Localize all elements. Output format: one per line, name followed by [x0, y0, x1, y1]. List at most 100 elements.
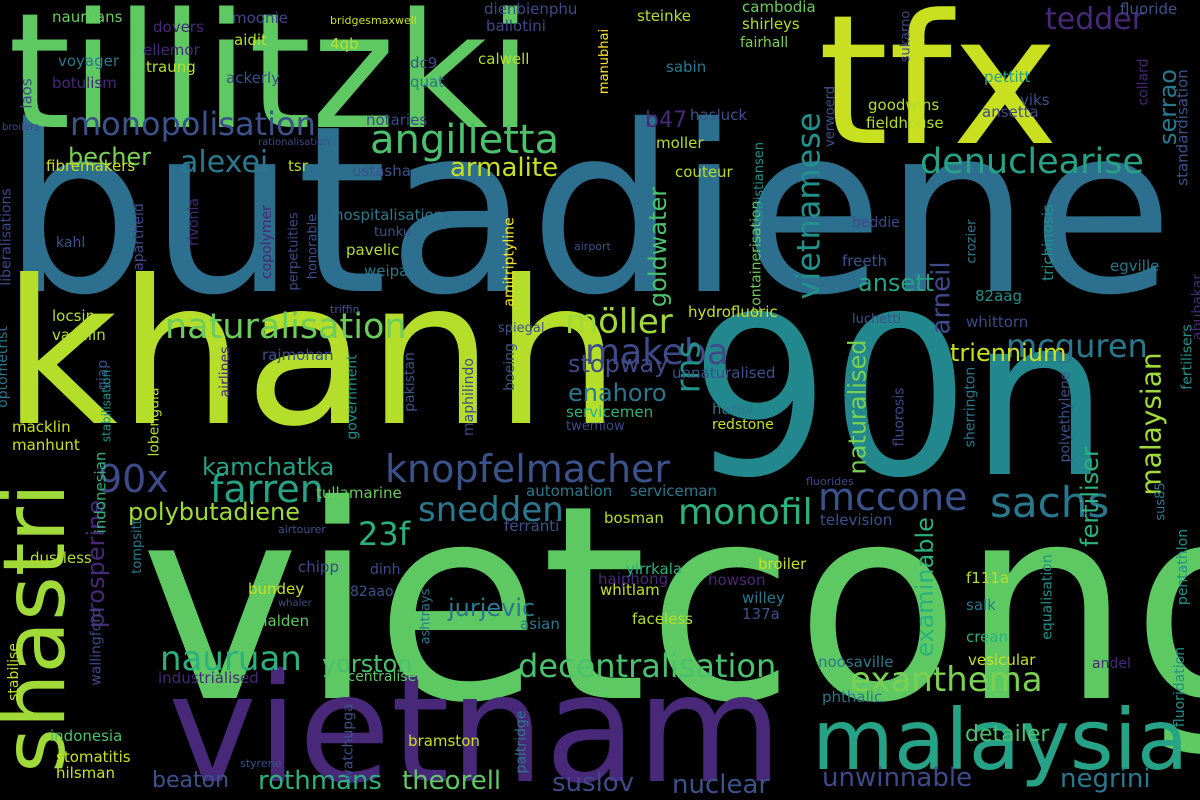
word-rajmohan: rajmohan [262, 346, 334, 364]
word-fluorides: fluorides [806, 475, 854, 488]
word-sabin: sabin [666, 58, 707, 76]
word-unnaturalised: unnaturalised [672, 364, 776, 382]
word-ashtrays: ashtrays [418, 588, 434, 645]
word-becher: becher [68, 143, 152, 171]
word-christiansen: christiansen [752, 141, 768, 222]
word-hilsman: hilsman [56, 764, 115, 782]
word-phthalic: phthalic [822, 688, 883, 706]
word-trichinosis: trichinosis [1038, 204, 1057, 281]
word-tullamarine: tullamarine [316, 484, 402, 502]
word-unwinnable: unwinnable [822, 763, 973, 793]
word-airport: airport [574, 240, 611, 253]
word-fieldhouse: fieldhouse [866, 114, 944, 132]
word-82aao: 82aao [350, 584, 394, 600]
word-arneil: arneil [926, 261, 957, 335]
word-triffin: triffin [330, 303, 360, 316]
word-jurjevic: jurjevic [448, 594, 536, 622]
word-howson: howson [708, 571, 766, 589]
word-bundey: bundey [248, 580, 305, 598]
word-hanoi: hanoi [712, 400, 754, 418]
word-moller: moller [656, 134, 704, 152]
word-mcguren: mcguren [1006, 327, 1148, 365]
word-fluorosis: fluorosis [891, 387, 908, 447]
word-twemlow: twemlow [566, 419, 625, 434]
word-chipp: chipp [298, 558, 339, 576]
word-kamchatka: kamchatka [202, 453, 335, 481]
word-decentralised: decentralised [330, 669, 426, 685]
word-sukarno: sukarno [898, 10, 914, 63]
word-paltridge: paltridge [513, 710, 530, 774]
word-tfx: tfx [818, 0, 1059, 186]
word-redstone: redstone [712, 417, 774, 433]
word-vesicular: vesicular [968, 651, 1036, 669]
word-ackerly: ackerly [226, 69, 281, 87]
word-couteur: couteur [675, 163, 733, 181]
word-denuclearise: denuclearise [920, 142, 1144, 182]
word-bramston: bramston [408, 732, 480, 750]
word-macklin: macklin [12, 418, 71, 436]
word-sherrington: sherrington [962, 366, 979, 448]
word-90x: 90x [98, 457, 169, 501]
word-optometrist: optometrist [0, 326, 11, 408]
word-enahoro: enahoro [568, 379, 667, 407]
word-nuclear: nuclear [672, 770, 770, 800]
word-polyethylene: polyethylene [1057, 371, 1074, 463]
word-dienbienphu: dienbienphu [484, 0, 578, 18]
word-egville: egville [1110, 257, 1160, 275]
word-styrene: styrene [240, 757, 282, 770]
word-hospitalisation: hospitalisation [334, 206, 444, 224]
word-watchupga: watchupga [340, 703, 357, 781]
word-steinke: steinke [637, 7, 691, 25]
word-television: television [820, 511, 893, 529]
word-4qb: 4qb [330, 35, 359, 53]
word-wallingford: wallingford [88, 608, 105, 686]
word-honorable: honorable [305, 213, 321, 280]
word-indonesia: indonesia [50, 727, 123, 745]
word-tompsitt: tompsitt [129, 519, 145, 574]
word-23f: 23f [358, 515, 410, 553]
word-whittorn: whittorn [966, 313, 1029, 331]
word-stabilise: stabilise [5, 643, 22, 701]
word-quat: quat [410, 73, 445, 91]
word-tunku: tunku [374, 225, 411, 240]
word-dovers: dovers [153, 18, 204, 36]
word-airlines: airlines [217, 346, 234, 398]
word-dinh: dinh [370, 562, 401, 578]
word-vanillin: vanillin [52, 326, 106, 344]
word-rothmans: rothmans [258, 766, 382, 796]
word-aidit: aidit [234, 31, 267, 49]
word-tsr: tsr [288, 157, 308, 175]
word-khanh: khanh [2, 238, 621, 471]
word-angilletta: angilletta [370, 117, 560, 163]
word-detailer: detailer [965, 722, 1050, 747]
word-pettitt: pettitt [984, 68, 1031, 86]
word-stomatitis: stomatitis [56, 748, 131, 766]
word-fibremakers: fibremakers [46, 157, 136, 175]
word-sus85: sus85 [1153, 482, 1169, 521]
word-pentathlon: pentathlon [1175, 528, 1192, 606]
word-nauruans: nauruans [52, 8, 123, 26]
word-pavelic: pavelic [346, 241, 400, 259]
word-examinable: examinable [910, 517, 939, 657]
word-yirrkala: yirrkala [626, 560, 683, 578]
word-fairhall: fairhall [740, 35, 789, 51]
word-fertiliser: fertiliser [1075, 447, 1104, 547]
word-alexei: alexei [180, 145, 269, 180]
word-faceless: faceless [632, 610, 693, 628]
word-apartheid: apartheid [130, 203, 147, 271]
word-mccone: mccone [818, 475, 968, 519]
word-broilers: broilers [2, 122, 40, 133]
word-servicemen: servicemen [566, 403, 654, 421]
word-nauruan: nauruan [160, 639, 302, 679]
word-beaton: beaton [152, 768, 230, 793]
word-armalite: armalite [450, 153, 559, 183]
word-hydrofluoric: hydrofluoric [688, 303, 778, 321]
word-knopfelmacher: knopfelmacher [385, 447, 671, 491]
word-vietnam: vietnam [168, 643, 783, 800]
word-copolymer: copolymer [258, 205, 275, 279]
word-traung: traung [146, 58, 196, 76]
word-ansetta: ansetta [982, 103, 1039, 121]
word-luchetti: luchetti [852, 312, 902, 327]
word-bosman: bosman [604, 509, 664, 527]
word-manhunt: manhunt [12, 436, 80, 454]
